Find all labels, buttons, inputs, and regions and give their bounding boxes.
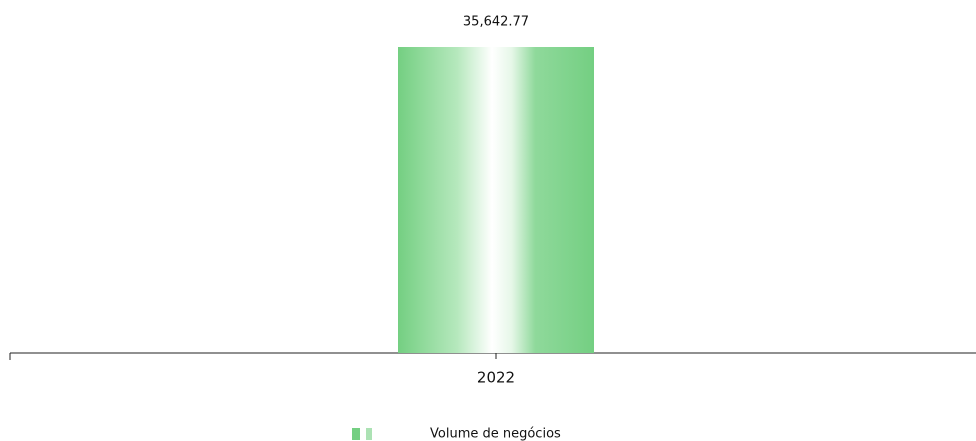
value-label: 35,642.77 [463, 15, 529, 30]
legend-swatch [352, 428, 360, 440]
bar [398, 47, 594, 353]
legend-swatch [366, 428, 372, 440]
legend-label: Volume de negócios [430, 427, 561, 441]
x-tick-label: 2022 [477, 369, 515, 387]
